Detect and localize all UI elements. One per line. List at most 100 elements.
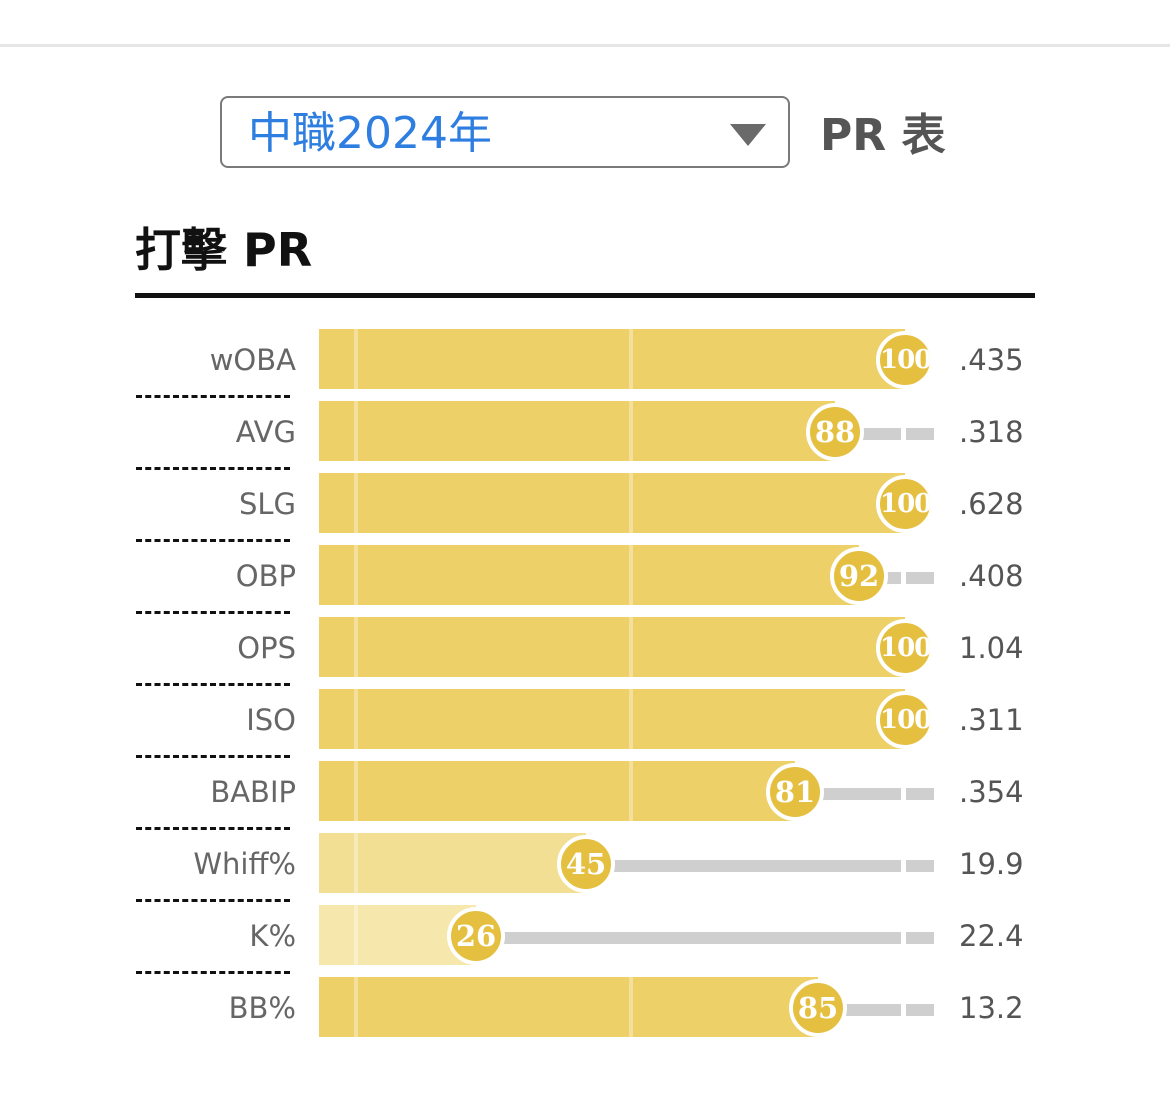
chevron-down-icon[interactable] bbox=[730, 124, 766, 146]
pr-remaining-tick bbox=[901, 428, 906, 440]
metric-value: 13.2 bbox=[959, 991, 1024, 1025]
pr-remaining-tick bbox=[901, 572, 906, 584]
metric-label: Whiff% bbox=[193, 847, 296, 881]
metric-value: .354 bbox=[959, 775, 1024, 809]
pr-badge: 92 bbox=[830, 547, 888, 605]
metric-label: BB% bbox=[228, 991, 296, 1025]
pr-remaining-tick bbox=[901, 860, 906, 872]
pr-badge: 26 bbox=[447, 907, 505, 965]
pr-remaining bbox=[476, 932, 934, 944]
metric-row: OPS 100 1.04 bbox=[0, 611, 1170, 677]
pr-badge: 100 bbox=[876, 619, 934, 677]
row-separator bbox=[136, 539, 290, 542]
metric-label: K% bbox=[249, 919, 296, 953]
bar-gridline bbox=[629, 977, 633, 1037]
pr-track: 92 bbox=[319, 545, 934, 605]
pr-badge: 88 bbox=[806, 403, 864, 461]
pr-badge: 85 bbox=[789, 979, 847, 1037]
pr-bar bbox=[319, 401, 835, 461]
metric-value: .311 bbox=[959, 703, 1024, 737]
bar-gridline bbox=[629, 545, 633, 605]
row-separator bbox=[136, 395, 290, 398]
metric-value: 22.4 bbox=[959, 919, 1024, 953]
metric-label: wOBA bbox=[209, 343, 296, 377]
pr-remaining bbox=[818, 1004, 934, 1016]
metric-value: .318 bbox=[959, 415, 1024, 449]
metric-value: 19.9 bbox=[959, 847, 1024, 881]
metric-row: BB% 85 13.2 bbox=[0, 971, 1170, 1037]
pr-remaining-tick bbox=[901, 788, 906, 800]
pr-bar bbox=[319, 689, 905, 749]
metric-row: Whiff% 45 19.9 bbox=[0, 827, 1170, 893]
bar-gridline bbox=[354, 473, 358, 533]
metric-label: SLG bbox=[238, 487, 296, 521]
pr-track: 88 bbox=[319, 401, 934, 461]
bar-gridline bbox=[354, 401, 358, 461]
pr-bar bbox=[319, 761, 795, 821]
metric-row: SLG 100 .628 bbox=[0, 467, 1170, 533]
page-title: PR 表 bbox=[820, 110, 946, 161]
metric-label: ISO bbox=[246, 703, 296, 737]
bar-gridline bbox=[354, 761, 358, 821]
pr-badge: 81 bbox=[766, 763, 824, 821]
pr-track: 100 bbox=[319, 473, 934, 533]
pr-remaining bbox=[795, 788, 934, 800]
metric-value: .408 bbox=[959, 559, 1024, 593]
metric-label: AVG bbox=[235, 415, 296, 449]
bar-gridline bbox=[354, 329, 358, 389]
bar-gridline bbox=[354, 545, 358, 605]
top-divider bbox=[0, 44, 1170, 47]
season-select[interactable]: 中職2024年 bbox=[220, 96, 790, 168]
metric-value: 1.04 bbox=[959, 631, 1024, 665]
pr-bar bbox=[319, 545, 859, 605]
pr-bar bbox=[319, 329, 905, 389]
pr-bar bbox=[319, 473, 905, 533]
pr-badge: 100 bbox=[876, 475, 934, 533]
section-title: 打擊 PR bbox=[135, 223, 313, 277]
row-separator bbox=[136, 827, 290, 830]
bar-gridline bbox=[354, 905, 358, 965]
bar-gridline bbox=[354, 977, 358, 1037]
metric-row: OBP 92 .408 bbox=[0, 539, 1170, 605]
pr-track: 45 bbox=[319, 833, 934, 893]
bar-gridline bbox=[629, 401, 633, 461]
row-separator bbox=[136, 467, 290, 470]
pr-track: 100 bbox=[319, 329, 934, 389]
bar-gridline bbox=[629, 761, 633, 821]
pr-badge: 100 bbox=[876, 331, 934, 389]
pr-remaining-tick bbox=[901, 932, 906, 944]
metric-row: ISO 100 .311 bbox=[0, 683, 1170, 749]
bar-gridline bbox=[354, 833, 358, 893]
pr-track: 81 bbox=[319, 761, 934, 821]
metric-value: .628 bbox=[959, 487, 1024, 521]
bar-gridline bbox=[354, 689, 358, 749]
pr-track: 100 bbox=[319, 689, 934, 749]
row-separator bbox=[136, 683, 290, 686]
bar-gridline bbox=[629, 329, 633, 389]
bar-gridline bbox=[629, 617, 633, 677]
pr-bar bbox=[319, 617, 905, 677]
metric-row: wOBA 100 .435 bbox=[0, 329, 1170, 389]
pr-badge: 100 bbox=[876, 691, 934, 749]
metric-label: BABIP bbox=[210, 775, 296, 809]
pr-track: 85 bbox=[319, 977, 934, 1037]
section-divider bbox=[135, 293, 1035, 298]
bar-gridline bbox=[629, 689, 633, 749]
pr-remaining-tick bbox=[901, 1004, 906, 1016]
metric-label: OBP bbox=[235, 559, 296, 593]
metric-row: AVG 88 .318 bbox=[0, 395, 1170, 461]
row-separator bbox=[136, 611, 290, 614]
metric-label: OPS bbox=[237, 631, 296, 665]
season-select-value: 中職2024年 bbox=[248, 108, 492, 159]
row-separator bbox=[136, 899, 290, 902]
pr-remaining bbox=[586, 860, 934, 872]
metric-value: .435 bbox=[959, 343, 1024, 377]
metric-row: BABIP 81 .354 bbox=[0, 755, 1170, 821]
bar-gridline bbox=[354, 617, 358, 677]
bar-gridline bbox=[629, 473, 633, 533]
pr-track: 100 bbox=[319, 617, 934, 677]
pr-badge: 45 bbox=[557, 835, 615, 893]
row-separator bbox=[136, 755, 290, 758]
pr-bar bbox=[319, 833, 586, 893]
